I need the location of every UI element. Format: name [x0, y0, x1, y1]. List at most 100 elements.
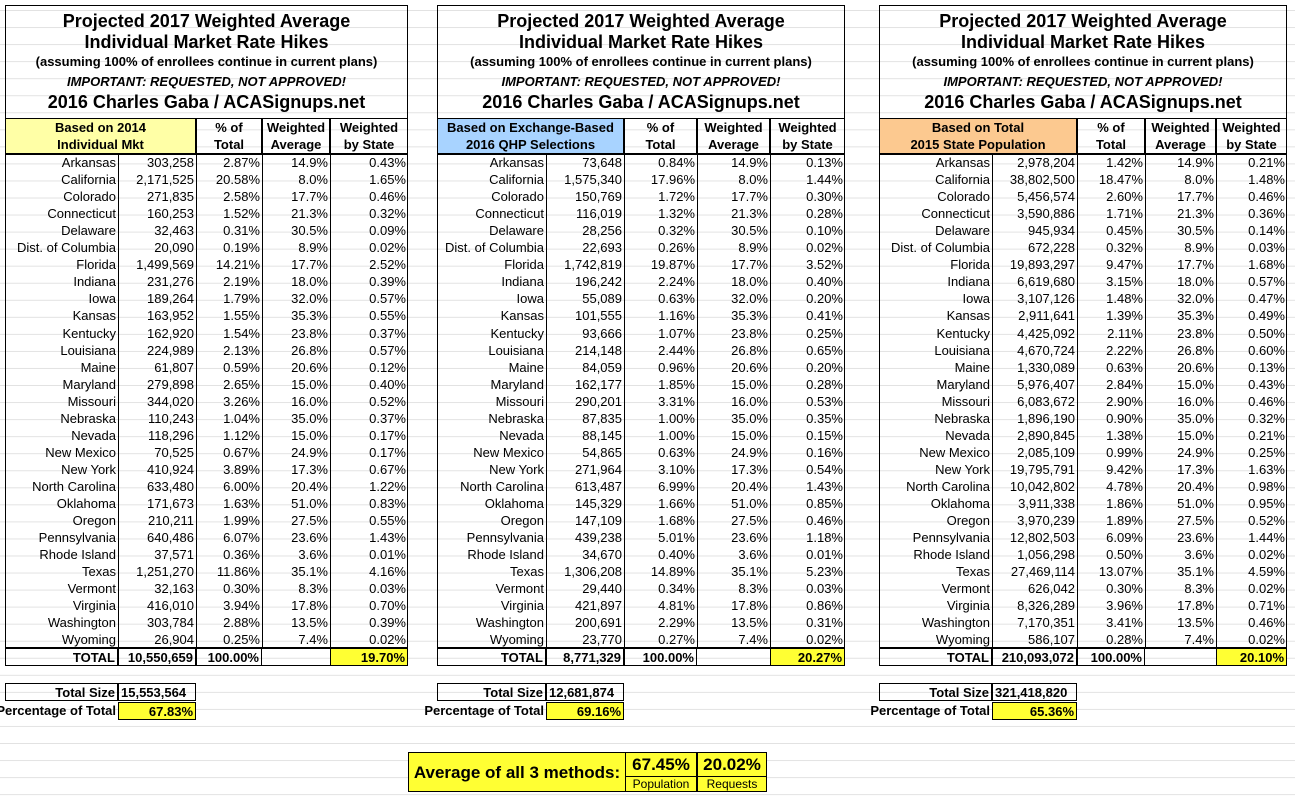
header-cell: [1145, 118, 1216, 154]
cell: 5,456,574: [1017, 189, 1075, 205]
cell: 290,201: [575, 393, 622, 409]
cell: 231,276: [147, 274, 194, 290]
header-text: by State: [1226, 136, 1277, 152]
cell: Delaware: [61, 223, 116, 239]
cell: Louisiana: [934, 342, 990, 358]
cell: 15.0%: [731, 427, 768, 443]
cell: 1.04%: [223, 410, 260, 426]
cell: Colorado: [491, 189, 544, 205]
cell: Nebraska: [934, 410, 990, 426]
cell: 0.13%: [806, 155, 843, 170]
header-text: % of: [646, 120, 675, 135]
cell: 17.7%: [731, 189, 768, 205]
body-frame: [879, 154, 1287, 649]
cell: New Mexico: [919, 444, 990, 460]
cell: 6.99%: [658, 478, 695, 494]
cell: 35.1%: [731, 564, 768, 580]
cell: 17.7%: [1177, 189, 1214, 205]
cell: 2.58%: [223, 189, 260, 205]
cell: 0.21%: [1248, 427, 1285, 443]
cell: 1,330,089: [1017, 359, 1075, 375]
cell: 21.3%: [731, 206, 768, 222]
total-cell: 8,771,329: [546, 648, 624, 667]
cell: 15.0%: [1177, 427, 1214, 443]
cell: 1,499,569: [136, 257, 194, 273]
cell: Colorado: [937, 189, 990, 205]
cell: Rhode Island: [913, 547, 990, 563]
cell: Kentucky: [62, 325, 116, 341]
cell: 27.5%: [731, 513, 768, 529]
cell: 2.11%: [1107, 325, 1143, 341]
cell: California: [489, 172, 544, 188]
note: (assuming 100% of enrollees continue in …: [912, 54, 1254, 69]
cell: Florida: [504, 257, 544, 273]
summary-sub: Requests: [697, 776, 767, 792]
cell: 3.89%: [223, 461, 260, 477]
cell: 14.9%: [731, 155, 768, 170]
cell: 0.83%: [369, 496, 406, 511]
cell: 1.43%: [806, 478, 843, 494]
cell: 32.0%: [1177, 291, 1214, 307]
cell: 0.60%: [1248, 342, 1285, 358]
cell: 35.0%: [291, 410, 328, 426]
cell: 7.4%: [298, 632, 328, 648]
cell: 421,897: [575, 598, 622, 614]
cell: Virginia: [500, 598, 544, 614]
cell: 3.52%: [806, 257, 843, 273]
header-text: Total: [645, 136, 676, 152]
summary-value: 20.02%: [703, 755, 761, 774]
cell: 17.8%: [1177, 598, 1214, 614]
cell: 0.26%: [658, 240, 695, 256]
cell: 20.6%: [291, 359, 328, 375]
cell: 0.32%: [369, 206, 406, 222]
cell: 3.6%: [298, 547, 328, 563]
cell: 0.40%: [658, 547, 695, 563]
cell: Nevada: [945, 427, 990, 443]
cell: Arkansas: [935, 155, 990, 170]
cell: 29,440: [582, 581, 622, 597]
cell: 1.68%: [1248, 257, 1285, 273]
cell: 0.17%: [369, 444, 406, 460]
cell: 0.03%: [806, 581, 843, 597]
cell: 0.57%: [1248, 274, 1285, 290]
header-text: Based on Total: [931, 120, 1025, 135]
cell: Missouri: [67, 393, 116, 409]
cell: Virginia: [946, 598, 990, 614]
cell: Maine: [80, 359, 116, 375]
cell: 279,898: [147, 376, 194, 392]
credit: 2016 Charles Gaba / ACASignups.net: [482, 92, 800, 112]
cell: 1.43%: [369, 530, 406, 546]
cell: 18.0%: [731, 274, 768, 290]
cell: Iowa: [88, 291, 116, 307]
cell: 1.55%: [223, 308, 260, 324]
cell: 5.01%: [658, 530, 695, 546]
column-divider: [546, 154, 547, 649]
cell: 0.01%: [806, 547, 843, 563]
cell: New Mexico: [45, 444, 116, 460]
cell: 0.28%: [806, 376, 843, 392]
cell: 0.32%: [1106, 240, 1143, 256]
cell: 8,326,289: [1017, 598, 1075, 614]
summary-sub: Population: [625, 776, 697, 792]
cell: 344,020: [147, 393, 194, 409]
cell: 3.96%: [1106, 598, 1143, 614]
header-cell: [196, 118, 262, 154]
cell: 11.86%: [216, 564, 260, 580]
cell: 24.9%: [1177, 444, 1214, 460]
cell: 439,238: [575, 530, 622, 546]
cell: 14.9%: [291, 155, 328, 170]
cell: 1.52%: [223, 206, 260, 222]
cell: 54,865: [582, 444, 622, 460]
cell: 17.7%: [291, 257, 328, 273]
cell: 2.13%: [223, 342, 260, 358]
cell: 0.20%: [806, 359, 843, 375]
cell: 101,555: [575, 308, 622, 324]
cell: 16.0%: [731, 393, 768, 409]
cell: 15.0%: [731, 376, 768, 392]
cell: 4.16%: [369, 564, 406, 580]
total-cell: TOTAL: [437, 648, 546, 667]
cell: 19,795,791: [1009, 461, 1075, 477]
cell: 2.60%: [1106, 189, 1143, 205]
cell: 55,089: [582, 291, 622, 307]
